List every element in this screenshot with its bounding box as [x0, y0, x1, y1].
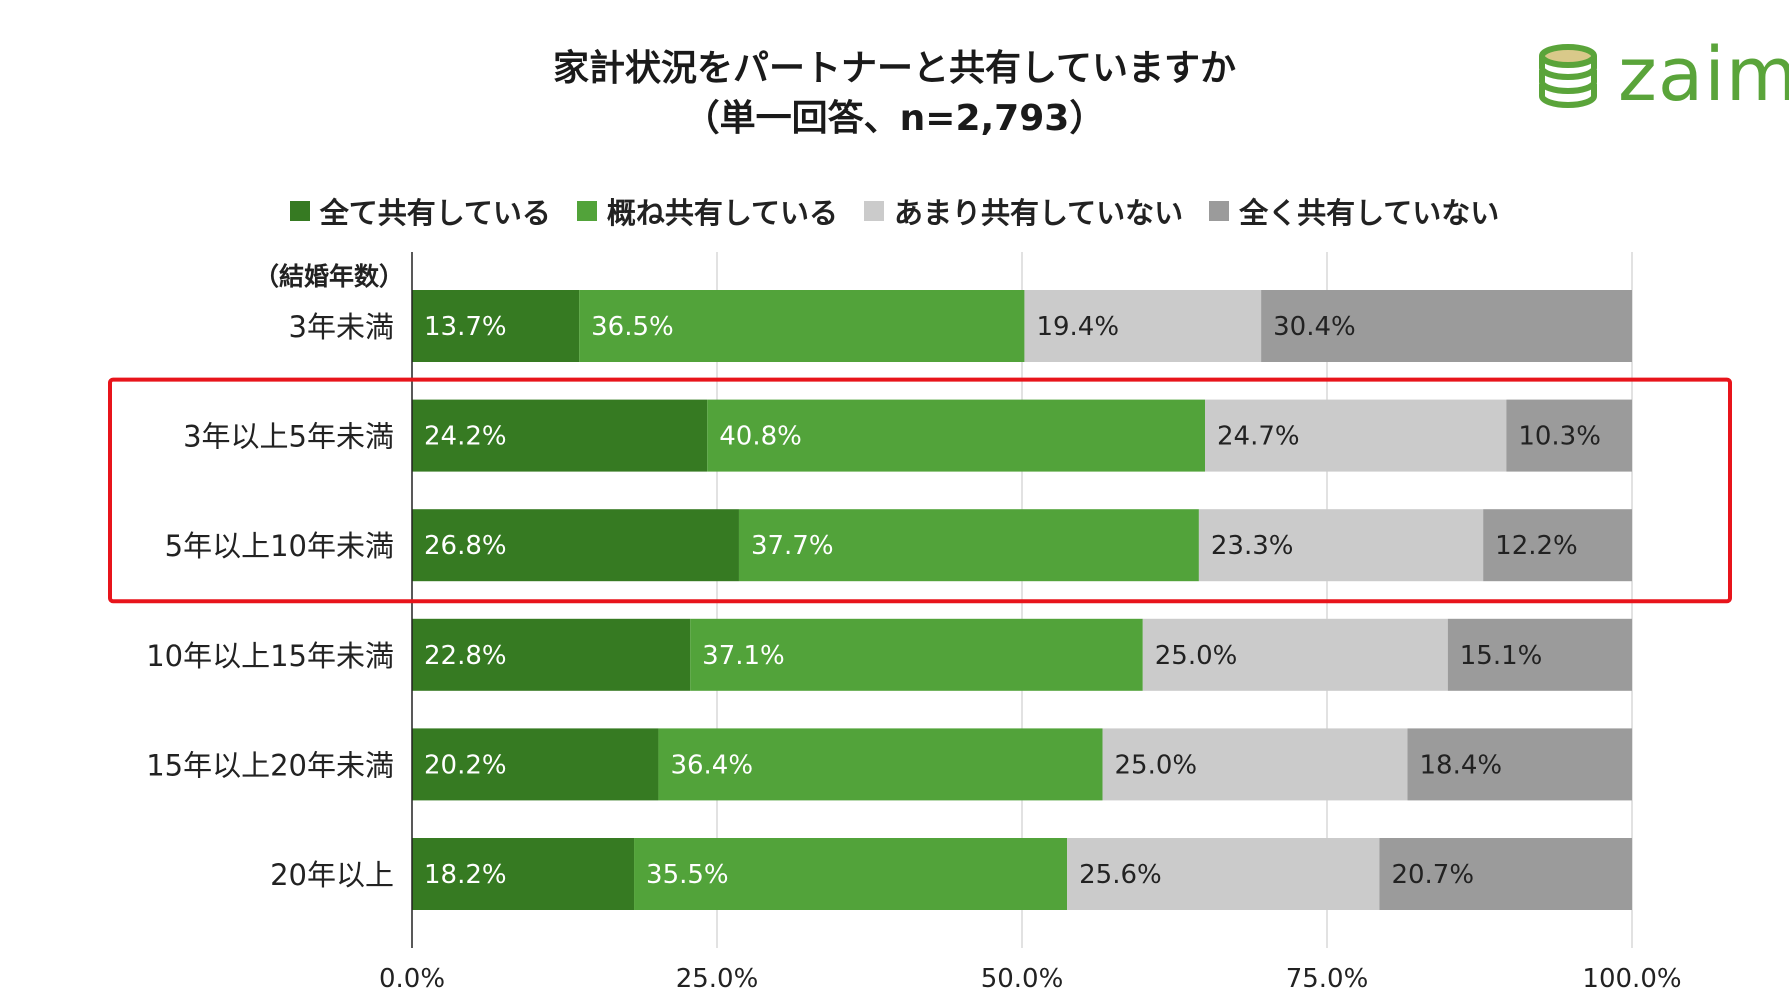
legend-item-2: あまり共有していない — [864, 190, 1183, 232]
bar-segment — [707, 399, 1205, 472]
bar-value-label: 18.4% — [1420, 750, 1503, 780]
legend-label: 概ね共有している — [606, 196, 838, 230]
x-tick-label: 50.0% — [981, 964, 1064, 994]
chart-title-line2: （単一回答、n=2,793） — [683, 98, 1106, 139]
category-label: 20年以上 — [270, 858, 394, 892]
bar-segment — [1261, 290, 1632, 362]
bar-value-label: 24.7% — [1217, 422, 1300, 452]
legend-swatch — [1209, 201, 1230, 221]
bar-segment — [1198, 509, 1484, 582]
category-label: 3年以上5年未満 — [183, 420, 394, 454]
legend-label: 全く共有していない — [1239, 196, 1500, 230]
bar-value-label: 35.5% — [646, 860, 729, 890]
legend-swatch — [864, 201, 884, 221]
bar-value-label: 26.8% — [424, 531, 507, 561]
bar-value-label: 20.2% — [424, 750, 507, 780]
bar-segment — [412, 509, 739, 582]
bar-segment — [412, 838, 635, 910]
x-tick-label: 25.0% — [676, 964, 759, 994]
bar-value-label: 37.7% — [751, 531, 834, 561]
coin-stack-icon — [1539, 44, 1597, 109]
highlight-box — [108, 377, 1732, 604]
legend-swatch — [289, 201, 310, 221]
category-label: 5年以上10年未満 — [165, 529, 394, 563]
bar-value-label: 25.0% — [1155, 641, 1238, 671]
legend-label: 全て共有している — [319, 196, 551, 230]
bar-segment — [1483, 509, 1632, 582]
x-tick-label: 75.0% — [1286, 964, 1369, 994]
bar-value-label: 12.2% — [1495, 531, 1578, 561]
bar-value-label: 18.2% — [424, 860, 507, 890]
bar-value-label: 20.7% — [1391, 860, 1474, 890]
bar-value-label: 13.7% — [424, 312, 507, 342]
bar-value-label: 24.2% — [424, 422, 507, 452]
x-tick-label: 100.0% — [1582, 964, 1681, 994]
bar-segment — [1024, 290, 1262, 362]
bar-value-label: 23.3% — [1211, 531, 1294, 561]
chart-title: 家計状況をパートナーと共有していますか （単一回答、n=2,793） — [0, 44, 1789, 144]
bar-value-label: 37.1% — [702, 641, 785, 671]
bar-value-label: 30.4% — [1273, 312, 1356, 342]
bar-segment — [1447, 618, 1632, 691]
logo-text: zaim — [1618, 32, 1789, 118]
bar-segment — [1067, 838, 1380, 910]
legend-item-3: 全く共有していない — [1209, 190, 1499, 232]
bar-segment — [1407, 728, 1632, 801]
bar-segment — [412, 728, 659, 801]
category-label: 10年以上15年未満 — [146, 639, 394, 673]
category-label: 15年以上20年未満 — [146, 748, 394, 782]
bar-value-label: 10.3% — [1518, 422, 1601, 452]
bar-segment — [658, 728, 1103, 801]
zaim-logo: zaim — [1532, 32, 1789, 120]
bar-segment — [1142, 618, 1448, 691]
bar-value-label: 15.1% — [1460, 641, 1543, 671]
bar-value-label: 22.8% — [424, 641, 507, 671]
axis-group-label: （結婚年数） — [254, 262, 404, 291]
bar-segment — [634, 838, 1068, 910]
bar-segment — [1379, 838, 1632, 910]
bar-segment — [579, 290, 1025, 362]
bar-segment — [1205, 399, 1507, 472]
bar-segment — [738, 509, 1199, 582]
bar-segment — [412, 399, 708, 472]
bar-segment — [1102, 728, 1408, 801]
legend-swatch — [576, 201, 597, 221]
category-label: 3年未満 — [289, 310, 394, 344]
bar-value-label: 19.4% — [1036, 312, 1119, 342]
bar-segment — [1506, 399, 1632, 472]
bar-segment — [412, 290, 580, 362]
legend-item-0: 全て共有している — [289, 190, 551, 232]
legend-item-1: 概ね共有している — [576, 190, 838, 232]
x-tick-label: 0.0% — [379, 964, 445, 994]
chart-title-line1: 家計状況をパートナーと共有していますか — [553, 48, 1236, 89]
bar-value-label: 36.4% — [670, 750, 753, 780]
bar-value-label: 40.8% — [719, 422, 802, 452]
legend-label: あまり共有していない — [894, 196, 1184, 230]
bar-value-label: 36.5% — [591, 312, 674, 342]
bar-value-label: 25.0% — [1115, 750, 1198, 780]
bar-segment — [412, 618, 691, 691]
bar-value-label: 25.6% — [1079, 860, 1162, 890]
bar-segment — [690, 618, 1143, 691]
chart-legend: 全て共有している 概ね共有している あまり共有していない 全く共有していない — [0, 190, 1789, 232]
